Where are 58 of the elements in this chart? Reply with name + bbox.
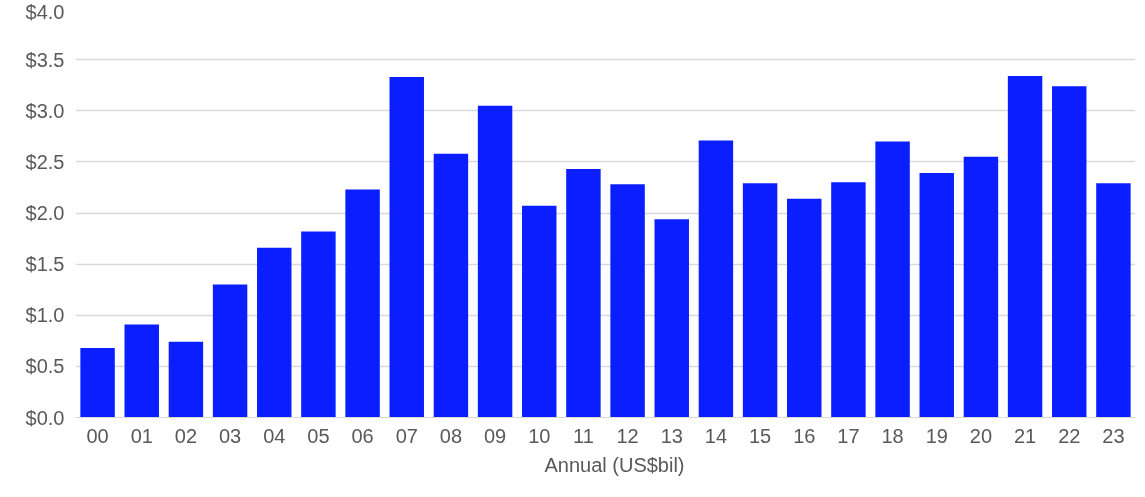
x-tick-label: 05	[307, 424, 330, 447]
bar	[963, 156, 999, 418]
bar	[168, 341, 204, 418]
x-tick-label: 13	[660, 424, 683, 447]
x-tick-label: 21	[1013, 424, 1037, 447]
series-label: Annual (US$bil)	[544, 453, 685, 477]
x-tick-label: 18	[881, 424, 904, 447]
bar	[919, 173, 954, 418]
bar	[831, 182, 866, 418]
x-tick-label: 23	[1102, 424, 1125, 447]
bar	[1007, 75, 1043, 418]
bar	[345, 189, 380, 418]
x-tick-label: 03	[218, 424, 242, 447]
x-tick-label: 11	[573, 424, 594, 447]
x-tick-label: 09	[483, 424, 507, 447]
x-tick-label: 16	[793, 424, 816, 447]
bar	[389, 77, 424, 418]
bar	[566, 169, 601, 418]
bar	[742, 183, 778, 418]
bar	[787, 198, 822, 418]
bar	[257, 247, 292, 418]
y-tick-label: $3.5	[25, 48, 65, 71]
bar	[654, 219, 689, 418]
bar	[522, 205, 557, 418]
bar	[124, 324, 159, 418]
x-tick-label: 14	[704, 424, 728, 447]
bar	[301, 231, 336, 418]
bar	[698, 140, 734, 418]
y-tick-label: $1.0	[25, 304, 65, 327]
bar	[477, 105, 513, 418]
bar	[433, 153, 469, 418]
y-tick-label: $0.0	[25, 406, 65, 429]
y-tick-label: $3.0	[25, 99, 65, 122]
x-tick-label: 06	[351, 424, 374, 447]
x-tick-label: 02	[174, 424, 198, 447]
bar	[1052, 86, 1087, 418]
x-tick-label: 17	[837, 424, 860, 447]
x-tick-label: 04	[263, 424, 286, 447]
x-tick-label: 07	[395, 424, 418, 447]
x-tick-label: 08	[439, 424, 463, 447]
y-tick-label: $0.5	[25, 355, 65, 378]
y-tick-label: $4.0	[25, 0, 65, 23]
y-tick-label: $2.5	[25, 150, 65, 173]
x-tick-label: 12	[616, 424, 639, 447]
x-tick-label: 22	[1058, 424, 1081, 447]
bar	[875, 141, 910, 418]
y-tick-label: $1.5	[25, 253, 65, 276]
x-tick-label: 00	[86, 424, 109, 447]
bar	[1096, 183, 1131, 418]
bar	[610, 184, 645, 418]
bar	[212, 284, 248, 418]
x-tick-label: 01	[130, 424, 153, 447]
y-tick-label: $2.0	[25, 202, 65, 224]
x-tick-label: 19	[925, 424, 948, 447]
x-tick-label: 15	[748, 424, 772, 447]
x-tick-label: 20	[969, 424, 993, 447]
bar	[80, 347, 115, 418]
x-tick-label: 10	[528, 424, 551, 447]
